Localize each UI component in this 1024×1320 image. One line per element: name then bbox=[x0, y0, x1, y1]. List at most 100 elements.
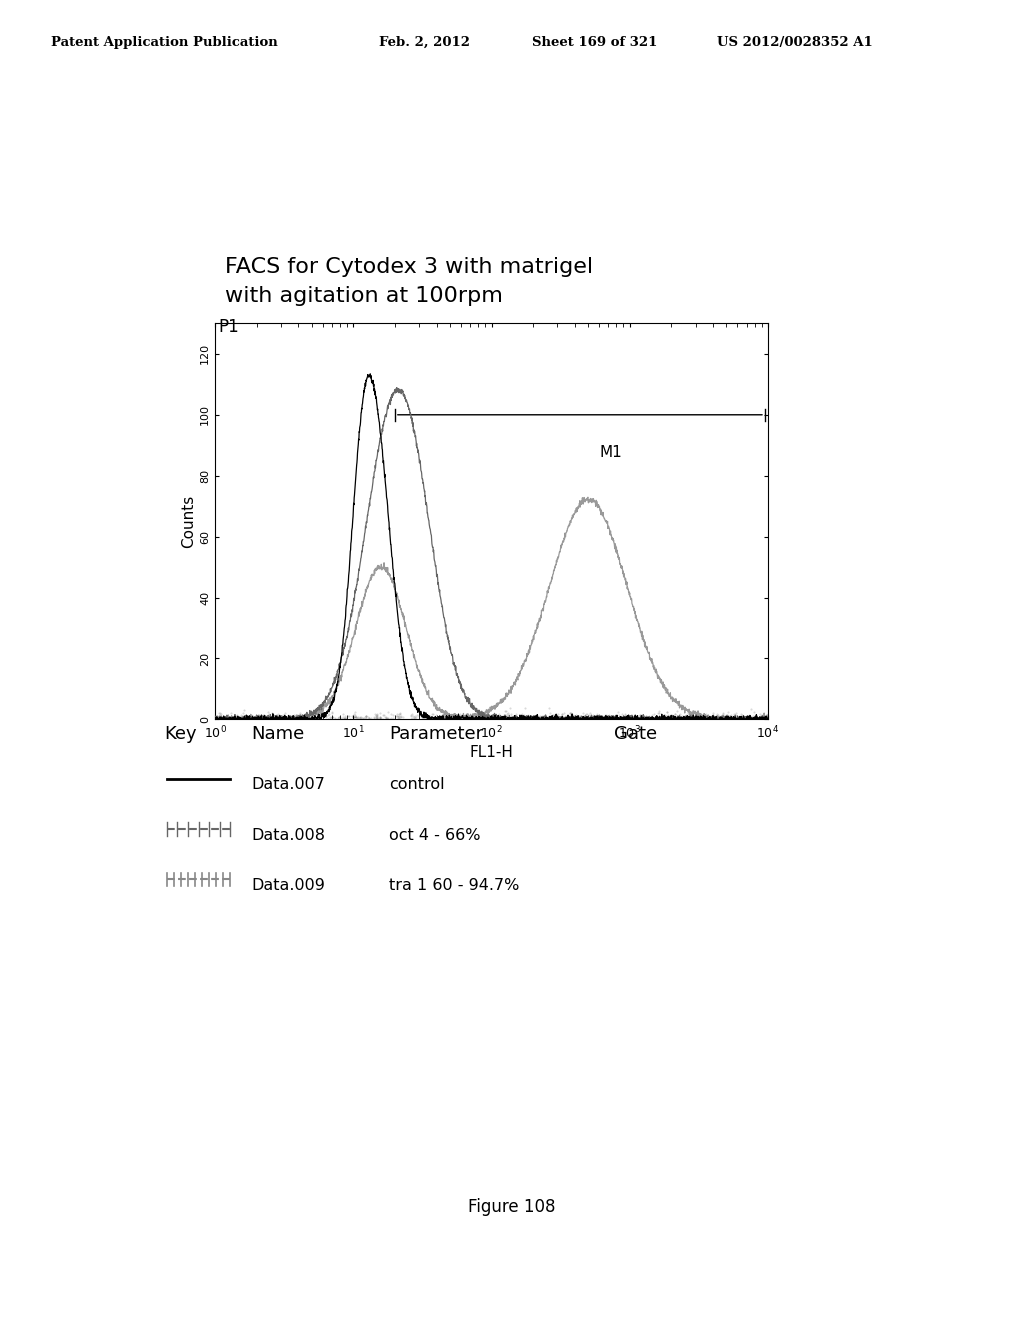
Point bbox=[664, 704, 680, 725]
Point bbox=[579, 704, 595, 725]
Point bbox=[750, 708, 766, 729]
Point bbox=[522, 708, 539, 729]
Point bbox=[290, 705, 306, 726]
Point bbox=[676, 708, 692, 729]
Point bbox=[539, 709, 555, 730]
Point bbox=[209, 705, 225, 726]
Point bbox=[480, 708, 497, 729]
Point bbox=[256, 709, 272, 730]
Point bbox=[213, 704, 229, 725]
Point bbox=[341, 706, 357, 727]
Point bbox=[223, 704, 240, 725]
Point bbox=[621, 708, 637, 729]
Text: P1: P1 bbox=[218, 318, 239, 335]
Point bbox=[339, 706, 355, 727]
Point bbox=[296, 706, 312, 727]
Point bbox=[239, 706, 255, 727]
Point bbox=[499, 704, 515, 725]
Point bbox=[620, 706, 636, 727]
Point bbox=[575, 709, 592, 730]
Point bbox=[268, 708, 285, 729]
Point bbox=[406, 708, 422, 729]
Point bbox=[437, 709, 454, 730]
Point bbox=[736, 706, 753, 727]
Point bbox=[686, 708, 702, 729]
Point bbox=[403, 708, 420, 729]
Point bbox=[480, 709, 497, 730]
Point bbox=[607, 706, 624, 727]
Point bbox=[462, 708, 478, 729]
Point bbox=[543, 708, 559, 729]
Point bbox=[380, 701, 396, 722]
Point bbox=[702, 706, 719, 727]
Point bbox=[659, 705, 676, 726]
Point bbox=[589, 704, 605, 725]
Point bbox=[411, 705, 427, 726]
Point bbox=[653, 709, 670, 730]
Point bbox=[754, 708, 770, 729]
Point bbox=[523, 708, 540, 729]
Point bbox=[458, 704, 474, 725]
Point bbox=[434, 704, 451, 725]
Point bbox=[646, 704, 663, 725]
Point bbox=[392, 702, 409, 723]
Point bbox=[232, 708, 249, 729]
Point bbox=[501, 708, 517, 729]
Point bbox=[597, 705, 613, 726]
Point bbox=[632, 708, 648, 729]
Point bbox=[259, 705, 275, 726]
Point bbox=[618, 709, 635, 730]
Point bbox=[287, 706, 303, 727]
Text: Figure 108: Figure 108 bbox=[468, 1197, 556, 1216]
Point bbox=[698, 704, 715, 725]
Point bbox=[682, 708, 698, 729]
Point bbox=[680, 705, 696, 726]
Point bbox=[407, 708, 423, 729]
Point bbox=[345, 706, 361, 727]
Text: FACS for Cytodex 3 with matrigel: FACS for Cytodex 3 with matrigel bbox=[225, 257, 593, 277]
Point bbox=[516, 704, 532, 725]
Point bbox=[369, 706, 385, 727]
Point bbox=[446, 706, 463, 727]
Point bbox=[229, 704, 246, 725]
Point bbox=[501, 708, 517, 729]
Point bbox=[588, 708, 604, 729]
Point bbox=[410, 704, 426, 725]
Point bbox=[508, 709, 524, 730]
Point bbox=[578, 708, 594, 729]
Point bbox=[482, 706, 499, 727]
Point bbox=[441, 706, 458, 727]
Point bbox=[536, 708, 552, 729]
Point bbox=[584, 708, 600, 729]
Point bbox=[726, 708, 742, 729]
Point bbox=[519, 708, 536, 729]
Point bbox=[238, 709, 254, 730]
Point bbox=[509, 709, 525, 730]
Point bbox=[379, 709, 395, 730]
Point bbox=[513, 708, 529, 729]
Point bbox=[230, 709, 247, 730]
Point bbox=[241, 708, 257, 729]
Point bbox=[507, 708, 523, 729]
Point bbox=[591, 708, 607, 729]
Point bbox=[475, 709, 492, 730]
Point bbox=[570, 706, 587, 727]
Point bbox=[230, 708, 247, 729]
Point bbox=[703, 708, 720, 729]
Point bbox=[254, 705, 270, 726]
Point bbox=[537, 705, 553, 726]
Point bbox=[297, 705, 313, 726]
Point bbox=[346, 701, 362, 722]
Point bbox=[423, 709, 439, 730]
Point bbox=[547, 706, 563, 727]
Point bbox=[288, 709, 304, 730]
Point bbox=[357, 706, 374, 727]
Point bbox=[670, 708, 686, 729]
Point bbox=[585, 704, 601, 725]
Point bbox=[325, 706, 341, 727]
Point bbox=[618, 706, 635, 727]
Point bbox=[327, 708, 343, 729]
Point bbox=[298, 705, 314, 726]
Point bbox=[250, 705, 266, 726]
Point bbox=[561, 702, 578, 723]
